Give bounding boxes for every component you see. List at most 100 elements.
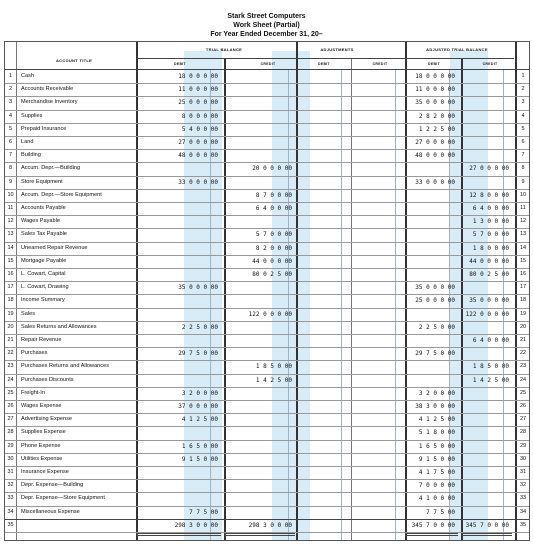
row-number-right: 6 (521, 139, 525, 145)
tb-cr-amount: 122 0 0 0 00 (248, 310, 292, 318)
account-title: Unearned Repair Revenue (21, 244, 88, 251)
row-number-right: 24 (519, 376, 527, 383)
tb-dr-amount: 29 7 5 0 00 (178, 350, 218, 358)
account-title: Wages Payable (21, 218, 60, 225)
table-row: 16 L. Cowart, Capital 80 0 2 5 00 80 0 2 5 … (5, 270, 529, 279)
tb-cr-amount: 1 8 5 0 00 (255, 363, 292, 371)
tb-cr-amount: 80 0 2 5 00 (252, 271, 292, 278)
row-number-right: 32 (519, 482, 527, 489)
row-number-right: 1 (521, 73, 525, 79)
atb-cr-amount: 1 4 2 5 00 (472, 376, 509, 384)
atb-cr-amount: 44 0 0 0 00 (469, 257, 509, 265)
row-number-right: 18 (519, 297, 527, 304)
row-number: 10 (7, 191, 14, 198)
row-number-right: 21 (519, 337, 527, 343)
atb-dr-amount: 2 2 5 0 00 (418, 323, 455, 331)
table-row: 10 Accum. Depr.—Store Equipment 8 7 0 0 00… (5, 191, 529, 200)
account-title: Depr. Expense—Store Equipment (21, 495, 105, 502)
row-number-right: 33 (519, 495, 527, 502)
table-row: 24 Purchases Discounts 1 4 2 5 00 1 4 2 5 0… (5, 376, 529, 385)
row-number-right: 11 (520, 205, 526, 211)
atb-dr-amount: 35 0 0 0 00 (415, 284, 455, 292)
row-number-right: 17 (519, 284, 527, 291)
account-title: Phone Expense (21, 442, 61, 449)
account-title: Building (21, 152, 41, 159)
atb-dr-amount: 48 0 0 0 00 (415, 152, 455, 160)
table-row: 11 Accounts Payable 6 4 0 0 00 6 4 0 0 00 11 (5, 204, 529, 213)
tb-cr-amount: 8 7 0 0 00 (255, 191, 292, 199)
atb-dr-amount: 33 0 0 0 00 (415, 178, 455, 186)
atb-debit-header: DEBIT (428, 62, 440, 66)
table-row: 33 Depr. Expense—Store Equipment 4 1 0 0 0… (5, 494, 529, 503)
account-title: Supplies (21, 112, 43, 119)
row-number-right: 30 (519, 455, 527, 462)
table-row: 5 Prepaid Insurance 5 4 0 0 00 1 2 2 5 00 5 (5, 125, 529, 134)
row-number-right: 19 (519, 310, 527, 317)
table-row: 18 Income Summary 25 0 0 0 00 35 0 0 0 00 18 (5, 296, 529, 305)
tb-dr-amount: 33 0 0 0 00 (178, 178, 218, 186)
account-title: Utilities Expense (21, 455, 63, 462)
row-number: 20 (7, 323, 14, 330)
table-row: 8 Accum. Depr.—Building 20 0 0 0 00 27 0 0 … (5, 164, 529, 173)
row-number: 24 (7, 376, 14, 383)
adj-credit-header: CREDIT (372, 62, 388, 66)
row-number-right: 20 (519, 323, 527, 330)
row-number: 12 (7, 218, 14, 225)
tb-dr-amount: 4 1 2 5 00 (181, 416, 218, 424)
tb-dr-amount: 1 6 5 0 00 (181, 442, 218, 450)
atb-cr-amount: 1 8 5 0 00 (472, 363, 509, 371)
row-number-right: 7 (521, 152, 525, 159)
sheet-title: Work Sheet (Partial) (233, 22, 300, 29)
row-number: 28 (7, 429, 14, 436)
row-number: 7 (8, 152, 13, 159)
row-number-right: 4 (521, 112, 525, 119)
row-number-right: 23 (519, 363, 527, 370)
atb-credit-header: CREDIT (482, 62, 498, 66)
table-row: 28 Supplies Expense 5 1 8 0 00 28 (5, 428, 529, 437)
row-number-right: 3 (521, 99, 525, 106)
atb-dr-amount: 27 0 0 0 00 (415, 139, 455, 146)
table-row: 15 Mortgage Payable 44 0 0 0 00 44 0 0 0 00… (5, 257, 529, 266)
account-title: Advertising Expense (21, 416, 72, 423)
atb-dr-amount: 1 2 2 5 00 (418, 125, 455, 133)
tb-dr-amount: 48 0 0 0 00 (178, 152, 218, 160)
row-number: 27 (7, 416, 14, 423)
account-title: Accum. Depr.—Store Equipment (21, 191, 102, 198)
row-number: 1 (8, 73, 13, 79)
table-row: 26 Wages Expense 37 0 0 0 00 38 3 0 0 00 26 (5, 402, 529, 411)
table-row: 12 Wages Payable 1 3 0 0 00 12 (5, 217, 529, 226)
account-title: Mortgage Payable (21, 257, 67, 264)
row-number-right: 16 (519, 271, 527, 277)
row-number: 15 (7, 257, 14, 264)
tb-dr-amount: 37 0 0 0 00 (178, 403, 218, 410)
account-title: Purchases Returns and Allowances (21, 363, 109, 370)
atb-dr-amount: 18 0 0 0 00 (415, 73, 455, 80)
account-title: Repair Revenue (21, 337, 62, 343)
row-number-right: 26 (519, 403, 527, 409)
atb-cr-amount: 122 0 0 0 00 (465, 310, 509, 318)
atb-cr-amount: 80 0 2 5 00 (469, 271, 509, 278)
row-number-right: 10 (519, 191, 527, 198)
row-number-right: 5 (521, 125, 525, 132)
adjustments-header: ADJUSTMENTS (320, 47, 354, 52)
atb-cr-amount: 6 4 0 0 00 (472, 337, 509, 344)
row-number: 6 (8, 139, 13, 145)
row-number-right: 35 (519, 521, 527, 528)
tb-debit-header: DEBIT (174, 62, 186, 66)
account-title: Income Summary (21, 297, 65, 304)
table-row: 31 Insurance Expense 4 1 7 5 00 31 (5, 468, 529, 477)
row-number: 33 (7, 495, 14, 502)
table-row: 20 Sales Returns and Allowances 2 2 5 0 00… (5, 323, 529, 332)
table-row: 22 Purchases 29 7 5 0 00 29 7 5 0 00 22 (5, 349, 529, 358)
atb-cr-amount: 35 0 0 0 00 (469, 297, 509, 305)
account-title: L. Cowart, Capital (21, 271, 66, 277)
account-title: L. Cowart, Drawing (21, 284, 69, 291)
tb-cr-amount: 44 0 0 0 00 (252, 257, 292, 265)
table-row: 27 Advertising Expense 4 1 2 5 00 4 1 2 5 0… (5, 415, 529, 424)
account-title: Freight-In (21, 389, 45, 396)
row-number: 19 (7, 310, 14, 317)
row-number-right: 14 (519, 244, 527, 251)
row-number: 31 (7, 469, 14, 475)
atb-dr-amount: 3 2 0 0 00 (418, 389, 455, 397)
row-number-right: 34 (519, 508, 527, 515)
